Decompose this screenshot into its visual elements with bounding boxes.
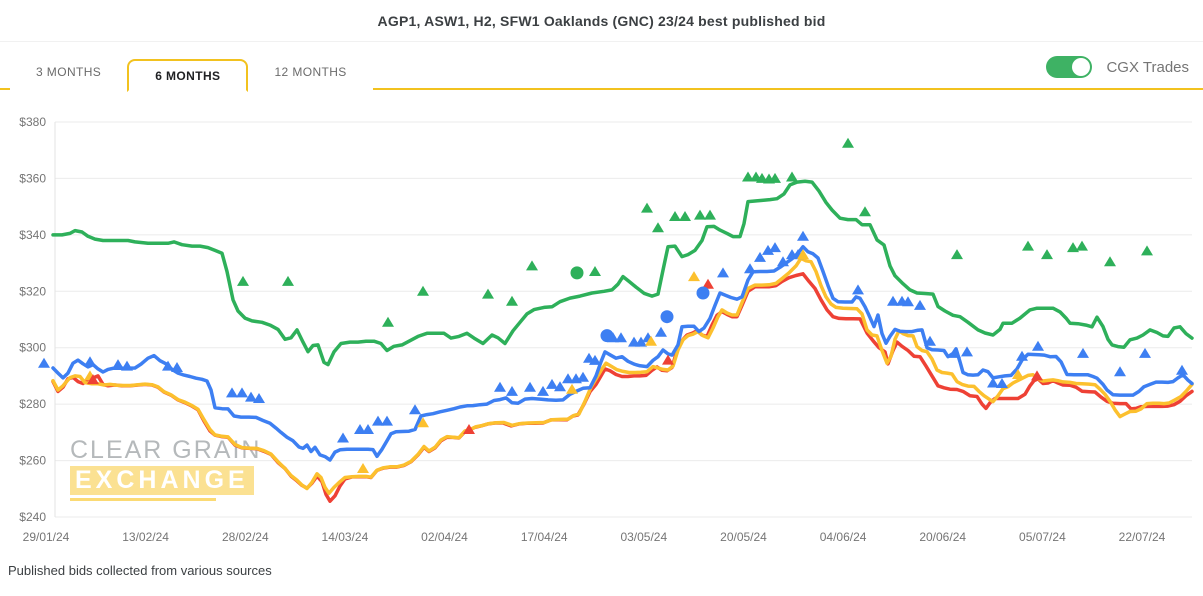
svg-text:29/01/24: 29/01/24 — [23, 530, 70, 544]
svg-text:$280: $280 — [19, 397, 46, 411]
toggle-knob-icon — [1072, 58, 1091, 76]
svg-text:13/02/24: 13/02/24 — [122, 530, 169, 544]
cgx-trades-toggle-label: CGX Trades — [1106, 58, 1189, 76]
title-bar: AGP1, ASW1, H2, SFW1 Oaklands (GNC) 23/2… — [0, 0, 1203, 42]
page-title: AGP1, ASW1, H2, SFW1 Oaklands (GNC) 23/2… — [377, 12, 826, 29]
svg-text:$300: $300 — [19, 341, 46, 355]
clear-grain-exchange-watermark: CLEAR GRAIN EXCHANGE — [70, 436, 261, 501]
svg-text:03/05/24: 03/05/24 — [620, 530, 667, 544]
svg-text:$380: $380 — [19, 115, 46, 129]
svg-text:$360: $360 — [19, 171, 46, 185]
svg-text:05/07/24: 05/07/24 — [1019, 530, 1066, 544]
svg-text:$340: $340 — [19, 228, 46, 242]
source-note: Published bids collected from various so… — [8, 563, 272, 578]
svg-text:28/02/24: 28/02/24 — [222, 530, 269, 544]
chart-area: CLEAR GRAIN EXCHANGE $380 $360 $340 $320 $30… — [0, 90, 1203, 596]
svg-text:02/04/24: 02/04/24 — [421, 530, 468, 544]
tabbar-underline — [0, 88, 1203, 90]
svg-text:22/07/24: 22/07/24 — [1119, 530, 1166, 544]
watermark-line1: CLEAR GRAIN — [70, 436, 262, 464]
cgx-trades-toggle[interactable] — [1046, 56, 1093, 78]
tab-12-months[interactable]: 12 MONTHS — [248, 57, 373, 90]
watermark-underline — [70, 498, 216, 501]
tab-3-months[interactable]: 3 MONTHS — [10, 57, 128, 90]
svg-text:20/05/24: 20/05/24 — [720, 530, 767, 544]
price-chart: $380 $360 $340 $320 $300 $280 $260 $240 29/01/24… — [19, 115, 1194, 544]
tab-6-months[interactable]: 6 MONTHS — [127, 59, 249, 92]
svg-text:$260: $260 — [19, 454, 46, 468]
tab-row: 3 MONTHS 6 MONTHS 12 MONTHS CGX Trades — [0, 42, 1203, 92]
svg-text:17/04/24: 17/04/24 — [521, 530, 568, 544]
svg-text:20/06/24: 20/06/24 — [919, 530, 966, 544]
svg-text:04/06/24: 04/06/24 — [820, 530, 867, 544]
svg-text:$240: $240 — [19, 510, 46, 524]
period-tabbar: 3 MONTHS 6 MONTHS 12 MONTHS — [10, 57, 373, 92]
svg-text:$320: $320 — [19, 284, 46, 298]
watermark-line2: EXCHANGE — [70, 466, 254, 495]
cgx-trades-toggle-group: CGX Trades — [1046, 56, 1189, 78]
svg-text:14/03/24: 14/03/24 — [322, 530, 369, 544]
